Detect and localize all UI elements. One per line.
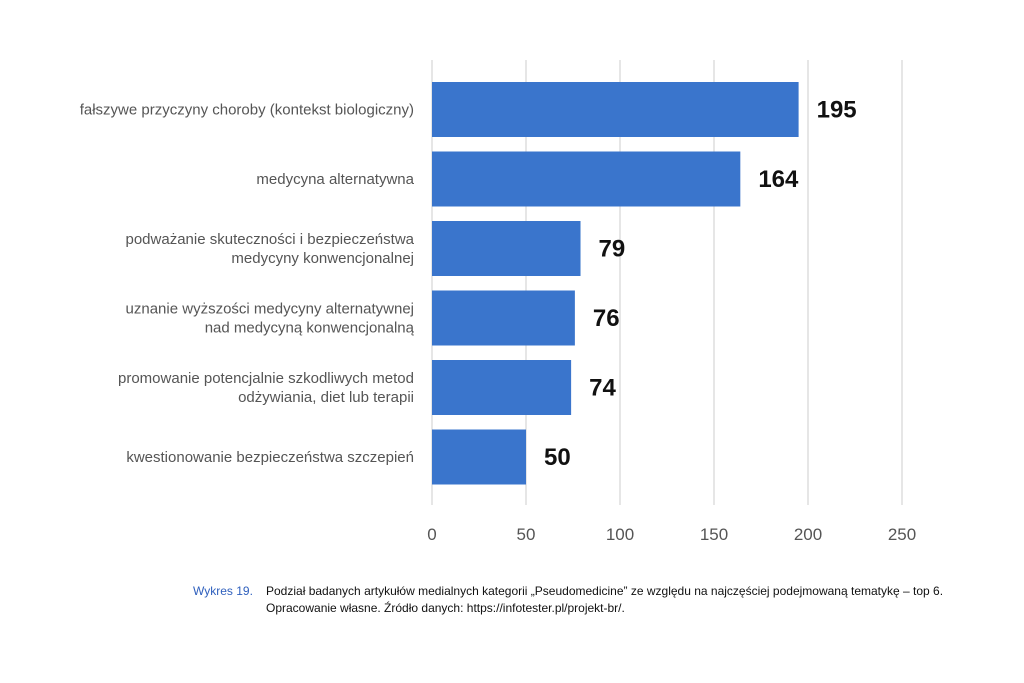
- x-tick-label: 100: [606, 525, 634, 544]
- x-tick-label: 50: [517, 525, 536, 544]
- category-label: kwestionowanie bezpieczeństwa szczepień: [126, 449, 414, 466]
- figure-caption: Wykres 19. Podział badanych artykułów me…: [193, 583, 983, 617]
- bar: [432, 82, 799, 137]
- category-label: medycyna alternatywna: [256, 171, 414, 188]
- x-tick-label: 150: [700, 525, 728, 544]
- caption-text: Podział badanych artykułów medialnych ka…: [266, 584, 944, 615]
- x-tick-label: 200: [794, 525, 822, 544]
- bar: [432, 429, 526, 485]
- category-labels: fałszywe przyczyny choroby (kontekst bio…: [80, 102, 415, 467]
- bar: [432, 221, 581, 276]
- caption-number: Wykres 19.: [193, 584, 253, 598]
- value-label: 195: [817, 97, 857, 124]
- value-labels: 195 164 79 76 74 50: [544, 97, 857, 472]
- bar: [432, 360, 572, 415]
- category-label: fałszywe przyczyny choroby (kontekst bio…: [80, 102, 414, 119]
- category-label: uznanie wyższości medycyny alternatywnej…: [126, 301, 415, 337]
- value-label: 79: [599, 236, 626, 263]
- value-label: 76: [593, 305, 620, 332]
- bar-chart: fałszywe przyczyny choroby (kontekst bio…: [80, 60, 916, 544]
- x-axis-tick-labels: 0 50 100 150 200 250: [427, 525, 916, 544]
- bar: [432, 290, 575, 346]
- value-label: 164: [758, 166, 799, 193]
- bars: [432, 82, 799, 485]
- value-label: 50: [544, 444, 571, 471]
- x-tick-label: 0: [427, 525, 436, 544]
- category-label: promowanie potencjalnie szkodliwych meto…: [118, 370, 414, 406]
- bar: [432, 151, 741, 207]
- category-label: podważanie skuteczności i bezpieczeństwa…: [126, 231, 415, 267]
- value-label: 74: [589, 375, 616, 402]
- x-tick-label: 250: [888, 525, 916, 544]
